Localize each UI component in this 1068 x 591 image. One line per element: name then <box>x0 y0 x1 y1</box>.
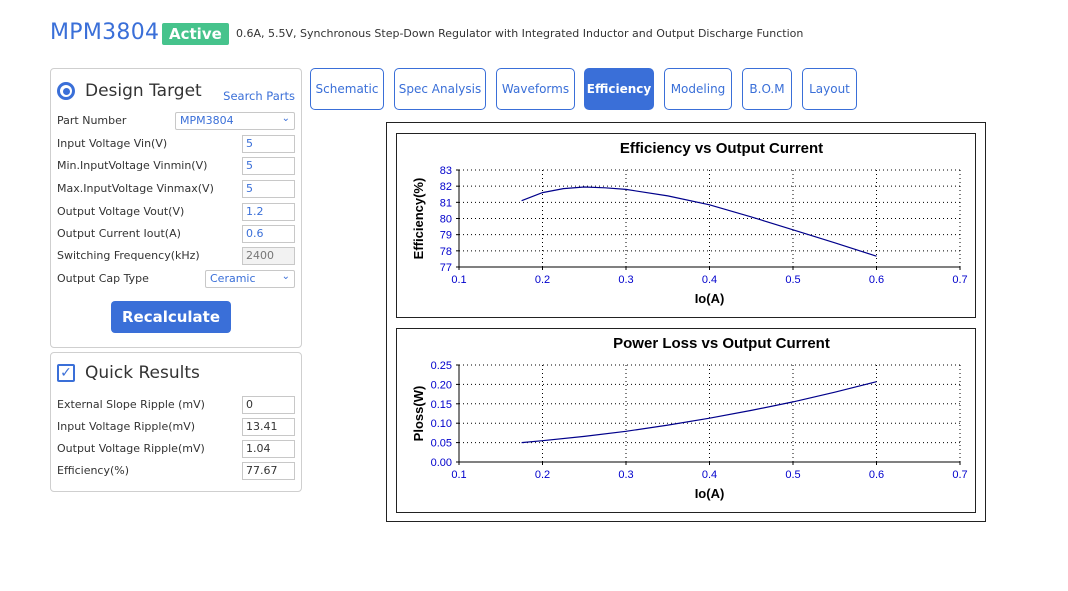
y-tick-label: 0.25 <box>431 360 452 372</box>
vinmin-input[interactable]: 5 <box>242 157 295 175</box>
x-axis-label: Io(A) <box>695 291 725 306</box>
cap-type-select[interactable]: Ceramic ⌄ <box>205 270 295 288</box>
tab-waveforms[interactable]: Waveforms <box>496 68 575 110</box>
x-tick-label: 0.4 <box>702 469 717 481</box>
field-row: Output Voltage Vout(V) 1.2 <box>57 203 297 221</box>
checkbox-icon[interactable]: ✓ <box>57 364 75 382</box>
y-tick-label: 81 <box>440 197 452 209</box>
series-line <box>521 186 877 257</box>
y-tick-label: 0.15 <box>431 399 452 411</box>
tab-modeling[interactable]: Modeling <box>664 68 732 110</box>
tab-layout[interactable]: Layout <box>802 68 857 110</box>
field-row: Switching Frequency(kHz) 2400 <box>57 247 297 265</box>
x-tick-label: 0.3 <box>618 469 633 481</box>
power-loss-chart: Power Loss vs Output Current 0.1 0.2 0.3 0.4… <box>396 328 976 513</box>
field-label: Switching Frequency(kHz) <box>57 249 200 262</box>
recalculate-button[interactable]: Recalculate <box>111 301 231 333</box>
y-tick-label: 83 <box>440 165 452 177</box>
y-tick-label: 78 <box>440 246 452 258</box>
field-label: Min.InputVoltage Vinmin(V) <box>57 159 208 172</box>
tab-efficiency[interactable]: Efficiency <box>584 68 654 110</box>
part-number-select[interactable]: MPM3804 ⌄ <box>175 112 295 130</box>
field-label: Input Voltage Vin(V) <box>57 137 168 150</box>
x-tick-label: 0.1 <box>451 274 466 286</box>
part-number-label: Part Number <box>57 114 127 127</box>
x-tick-label: 0.7 <box>952 274 967 286</box>
search-parts-link[interactable]: Search Parts <box>223 89 295 103</box>
quick-results-panel: ✓ Quick Results External Slope Ripple (m… <box>50 352 302 492</box>
result-value: 0 <box>242 396 295 414</box>
target-icon <box>57 82 75 100</box>
efficiency-chart-svg: Efficiency vs Output Current 0.1 0.2 0.3 0.4… <box>411 140 968 306</box>
result-row: Input Voltage Ripple(mV) 13.41 <box>57 418 297 436</box>
vinmax-input[interactable]: 5 <box>242 180 295 198</box>
result-value: 1.04 <box>242 440 295 458</box>
field-row: Max.InputVoltage Vinmax(V) 5 <box>57 180 297 198</box>
y-tick-label: 82 <box>440 181 452 193</box>
x-tick-label: 0.5 <box>785 274 800 286</box>
field-label: Max.InputVoltage Vinmax(V) <box>57 182 214 195</box>
cap-type-value: Ceramic <box>210 272 256 285</box>
design-target-header: Design Target <box>57 81 202 101</box>
result-row: External Slope Ripple (mV) 0 <box>57 396 297 414</box>
y-tick-label: 79 <box>440 230 452 242</box>
switching-frequency-input: 2400 <box>242 247 295 265</box>
field-label: Output Voltage Vout(V) <box>57 205 185 218</box>
design-target-title: Design Target <box>85 81 202 101</box>
part-number-value: MPM3804 <box>180 114 234 127</box>
x-tick-label: 0.3 <box>618 274 633 286</box>
y-axis-label: Ploss(W) <box>411 386 426 442</box>
result-row: Efficiency(%) 77.67 <box>57 462 297 480</box>
result-row: Output Voltage Ripple(mV) 1.04 <box>57 440 297 458</box>
chart-title: Power Loss vs Output Current <box>613 335 830 352</box>
y-tick-label: 0.00 <box>431 457 452 469</box>
y-tick-label: 77 <box>440 262 452 274</box>
result-value: 77.67 <box>242 462 295 480</box>
result-value: 13.41 <box>242 418 295 436</box>
x-tick-label: 0.5 <box>785 469 800 481</box>
part-number-row: Part Number MPM3804 ⌄ <box>57 112 297 130</box>
tab-spec-analysis[interactable]: Spec Analysis <box>394 68 486 110</box>
field-row: Output Current Iout(A) 0.6 <box>57 225 297 243</box>
x-tick-label: 0.7 <box>952 469 967 481</box>
quick-results-title: Quick Results <box>85 363 200 383</box>
cap-type-row: Output Cap Type Ceramic ⌄ <box>57 270 297 288</box>
y-tick-label: 0.10 <box>431 418 452 430</box>
x-tick-label: 0.6 <box>869 274 884 286</box>
vin-input[interactable]: 5 <box>242 135 295 153</box>
x-tick-label: 0.4 <box>702 274 717 286</box>
quick-results-header: ✓ Quick Results <box>57 363 200 383</box>
chart-title: Efficiency vs Output Current <box>620 140 823 157</box>
series-line <box>521 381 877 444</box>
y-tick-label: 0.20 <box>431 379 452 391</box>
chevron-down-icon: ⌄ <box>281 113 290 124</box>
result-label: Output Voltage Ripple(mV) <box>57 442 205 455</box>
field-row: Input Voltage Vin(V) 5 <box>57 135 297 153</box>
field-row: Min.InputVoltage Vinmin(V) 5 <box>57 157 297 175</box>
x-axis-label: Io(A) <box>695 486 725 501</box>
x-tick-label: 0.2 <box>535 274 550 286</box>
chevron-down-icon: ⌄ <box>281 271 290 282</box>
power-loss-chart-svg: Power Loss vs Output Current 0.1 0.2 0.3 0.4… <box>411 335 968 501</box>
result-label: Input Voltage Ripple(mV) <box>57 420 196 433</box>
efficiency-chart: Efficiency vs Output Current 0.1 0.2 0.3 0.4… <box>396 133 976 318</box>
part-description: 0.6A, 5.5V, Synchronous Step-Down Regula… <box>236 27 804 40</box>
cap-type-label: Output Cap Type <box>57 272 149 285</box>
tab-bom[interactable]: B.O.M <box>742 68 792 110</box>
x-tick-label: 0.6 <box>869 469 884 481</box>
result-label: Efficiency(%) <box>57 464 130 477</box>
y-tick-label: 80 <box>440 214 452 226</box>
status-badge: Active <box>162 23 229 45</box>
result-label: External Slope Ripple (mV) <box>57 398 205 411</box>
x-tick-label: 0.1 <box>451 469 466 481</box>
tab-schematic[interactable]: Schematic <box>310 68 384 110</box>
y-tick-label: 0.05 <box>431 438 452 450</box>
iout-input[interactable]: 0.6 <box>242 225 295 243</box>
design-target-panel: Design Target Search Parts Part Number M… <box>50 68 302 348</box>
part-title: MPM3804 <box>50 20 160 45</box>
x-tick-label: 0.2 <box>535 469 550 481</box>
field-label: Output Current Iout(A) <box>57 227 181 240</box>
vout-input[interactable]: 1.2 <box>242 203 295 221</box>
y-axis-label: Efficiency(%) <box>411 178 426 260</box>
